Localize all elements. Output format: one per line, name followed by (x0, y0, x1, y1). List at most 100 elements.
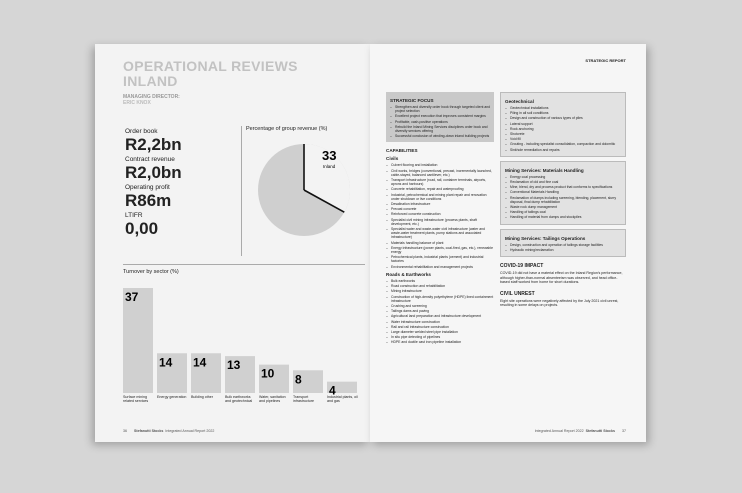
list: Geotechnical installationsPiling in all … (505, 106, 621, 152)
bar-category: Transport infrastructure (293, 395, 314, 404)
list-item: Mine, blend, dry and process product tha… (505, 185, 621, 189)
list-item: Petrochemical plants, industrial plants … (386, 255, 494, 263)
title: OPERATIONAL REVIEWS INLAND (123, 59, 298, 89)
bar (157, 353, 187, 393)
list-item: Transport infrastructure (road, rail, co… (386, 178, 494, 186)
list-item: Reclamation of old and fine coal (505, 180, 621, 184)
footer: Integrated Annual Report 2022 Stefanutti… (535, 429, 626, 433)
list-item: Specialist water and waste-water civil i… (386, 227, 494, 240)
section-title: STRATEGIC FOCUS (390, 98, 434, 103)
list-item: Design and construction of various types… (505, 116, 621, 120)
geotechnical: Geotechnical Geotechnical installationsPi… (500, 92, 626, 157)
brand: Stefanutti Stocks (585, 429, 615, 433)
pie-slice (304, 144, 350, 213)
column-right: Geotechnical Geotechnical installationsPi… (500, 92, 626, 308)
bar-value: 14 (193, 355, 207, 369)
list-item: Concrete rehabilitation, repair and wate… (386, 187, 494, 191)
metric-label: Contract revenue (125, 156, 175, 163)
metric-label: LTIFR (125, 212, 143, 219)
pie-edge (303, 189, 345, 213)
list-item: Industrial, petrochemical and mining pla… (386, 193, 494, 201)
bar (191, 353, 221, 393)
list-item: Mining infrastructure (386, 289, 494, 293)
bar-value: 37 (125, 290, 139, 304)
list: Bulk earthworksRoad construction and reh… (386, 279, 494, 345)
bar-category-box: Surface mining related services (123, 395, 149, 404)
metric-label: Order book (125, 128, 158, 135)
director-label: MANAGING DIRECTOR: (123, 94, 180, 100)
bar (293, 370, 323, 393)
bar-category: Building other (191, 395, 213, 399)
bar-category-box: Water, sanitation and pipelines (259, 395, 286, 404)
list-item: HDPE and ductile cast iron pipeline inst… (386, 340, 494, 344)
list-item: Energy infrastructure (power plants, coa… (386, 246, 494, 254)
report: Integrated Annual Report 2022 (165, 429, 215, 433)
list-item: Civil works, bridges (conventional, prec… (386, 169, 494, 177)
metrics: Order book R2,2bn Contract revenue R2,0bn Op… (125, 126, 182, 238)
list-item: Profitable, cash-positive operations (390, 120, 490, 124)
list-item: Specialist civil mining infrastructure (… (386, 218, 494, 226)
pie-title: Percentage of group revenue (%) (246, 126, 328, 132)
section-title: Geotechnical (505, 99, 534, 104)
list-item: Rail and rail infrastructure constructio… (386, 325, 494, 329)
bars-panel: Turnover by sector (%) 37 Surface mining … (123, 264, 365, 430)
list-item: Materials handling balance of plant (386, 241, 494, 245)
director: ERIC KNOX (123, 100, 151, 106)
list-item: Water infrastructure construction (386, 320, 494, 324)
list-item: In situ pipe detecting of pipelines (386, 335, 494, 339)
metric-label: Operating profit (125, 184, 170, 191)
list-item: Strengthen and diversify order book thro… (390, 105, 490, 113)
bar-category: Surface mining related services (123, 395, 149, 404)
right-page: STRATEGIC REPORT STRATEGIC FOCUS Strength… (370, 44, 646, 442)
page-number: 36 (123, 429, 127, 433)
section-text: Eight site operations were negatively af… (500, 298, 619, 308)
list-item: Void fill (505, 137, 621, 141)
list-item: Waste rock dump management (505, 205, 621, 209)
bar-category-box: Bulk earthworks and geotechnical (225, 395, 252, 403)
list-item: Design, construction and operation of ta… (505, 243, 621, 247)
bar-category-box: Building other (191, 395, 213, 399)
list-item: Precast concrete (386, 207, 494, 211)
page-number: 37 (622, 429, 626, 433)
strategic-focus: STRATEGIC FOCUS Strengthen and diversify … (386, 92, 494, 143)
bar-value: 8 (295, 372, 302, 386)
list-item: Agricultural land preparation and infras… (386, 314, 494, 318)
bar (259, 364, 289, 393)
bar-value: 10 (261, 367, 275, 381)
list: Design, construction and operation of ta… (505, 243, 621, 253)
list-item: Tailings dams and paving (386, 309, 494, 313)
header: STRATEGIC REPORT (585, 58, 626, 63)
bar-category-box: Transport infrastructure (293, 395, 314, 404)
director-block: MANAGING DIRECTOR: ERIC KNOX (123, 94, 180, 106)
section-title: CIVIL UNREST (500, 290, 535, 297)
list-item: Handling of material from dumps and stoc… (505, 215, 621, 219)
mining-tailings: Mining Services: Tailings Operations Desi… (500, 228, 626, 258)
metric-value: R86m (125, 191, 172, 210)
bar (123, 288, 153, 393)
bar (225, 356, 255, 393)
list-item: Environmental rehabilitation and managem… (386, 265, 494, 269)
brand: Stefanutti Stocks (134, 429, 164, 433)
list-item: Culvert flooring and installation (386, 163, 494, 167)
metric-value: 0,00 (125, 219, 159, 238)
bar-category: Water, sanitation and pipelines (259, 395, 286, 404)
mining-materials: Mining Services: Materials Handling Energ… (500, 160, 626, 225)
list-item: Road construction and rehabilitation (386, 284, 494, 288)
list-item: Sinkhole remediation and repairs (505, 148, 621, 152)
pie-label: Inland (323, 164, 336, 169)
bar (327, 381, 357, 393)
title-text: OPERATIONAL REVIEWS (123, 58, 298, 74)
group-title: Civils (386, 156, 399, 162)
left-page: OPERATIONAL REVIEWS INLAND MANAGING DIREC… (95, 44, 370, 442)
bar-chart: 37 Surface mining related services 14 Energ… (123, 288, 358, 404)
metric-value: R2,2bn (125, 135, 182, 154)
list-item: Construction of high-density polyethylen… (386, 295, 494, 303)
pie-panel: Percentage of group revenue (%) 33 Inland (241, 126, 366, 256)
list-item: Crushing and screening (386, 304, 494, 308)
bar-category-box: Energy generation (157, 395, 186, 399)
list-item: Energy coal processing (505, 175, 621, 179)
column-left: STRATEGIC FOCUS Strengthen and diversify … (386, 92, 494, 346)
list-item: Lateral support (505, 122, 621, 126)
list-item: Conventional Materials Handling (505, 190, 621, 194)
